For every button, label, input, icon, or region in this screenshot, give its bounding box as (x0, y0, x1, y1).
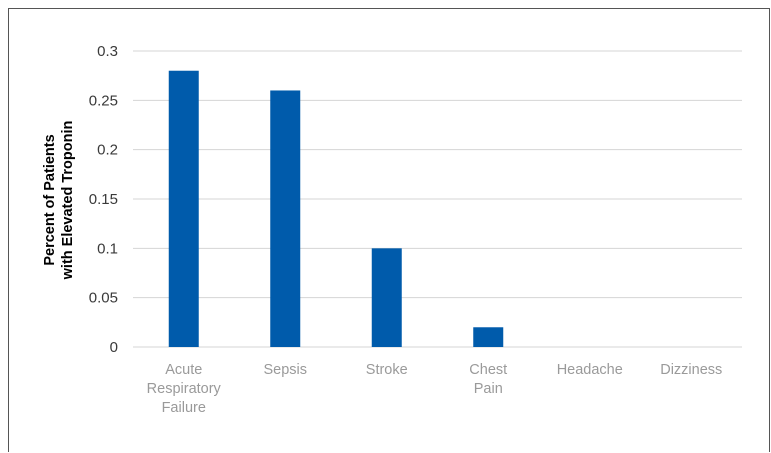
chart-frame (8, 8, 770, 452)
x-category-label-line: Failure (162, 400, 206, 416)
bar (371, 248, 402, 347)
x-category-label: Dizziness (660, 362, 722, 378)
x-category-label-line: Acute (165, 362, 202, 378)
y-tick-label: 0.1 (97, 240, 118, 257)
bar (473, 327, 504, 347)
y-tick-label: 0.05 (89, 290, 118, 307)
y-tick-label: 0.2 (97, 142, 118, 159)
y-tick-label: 0.15 (89, 191, 118, 208)
x-category-label-line: Respiratory (147, 381, 222, 397)
gridlines (133, 50, 742, 348)
y-tick-label: 0.3 (97, 43, 118, 60)
x-category-label: Sepsis (263, 362, 307, 378)
x-category-label-line: Headache (557, 362, 623, 378)
y-tick-label: 0 (110, 339, 118, 356)
y-axis-label-line-2: with Elevated Troponin (60, 121, 76, 281)
x-category-label-line: Dizziness (660, 362, 722, 378)
x-category-label-line: Chest (469, 362, 507, 378)
x-category-label: Acute Respiratory Failure (147, 362, 222, 416)
x-category-label-line: Stroke (366, 362, 408, 378)
x-category-label-line: Sepsis (263, 362, 307, 378)
x-category-label: Headache (557, 362, 623, 378)
bars (168, 70, 504, 347)
x-category-label: Chest Pain (469, 362, 507, 397)
x-category-label: Stroke (366, 362, 408, 378)
x-axis-categories: Acute Respiratory Failure Sepsis Stroke Chest… (147, 362, 723, 416)
y-axis-label-line-1: Percent of Patients (42, 134, 58, 265)
bar (168, 70, 199, 347)
x-category-label-line: Pain (474, 381, 503, 397)
y-tick-label: 0.25 (89, 92, 118, 109)
bar (270, 90, 301, 347)
y-axis-ticks: 0 0.05 0.1 0.15 0.2 0.25 0.3 (89, 43, 118, 356)
